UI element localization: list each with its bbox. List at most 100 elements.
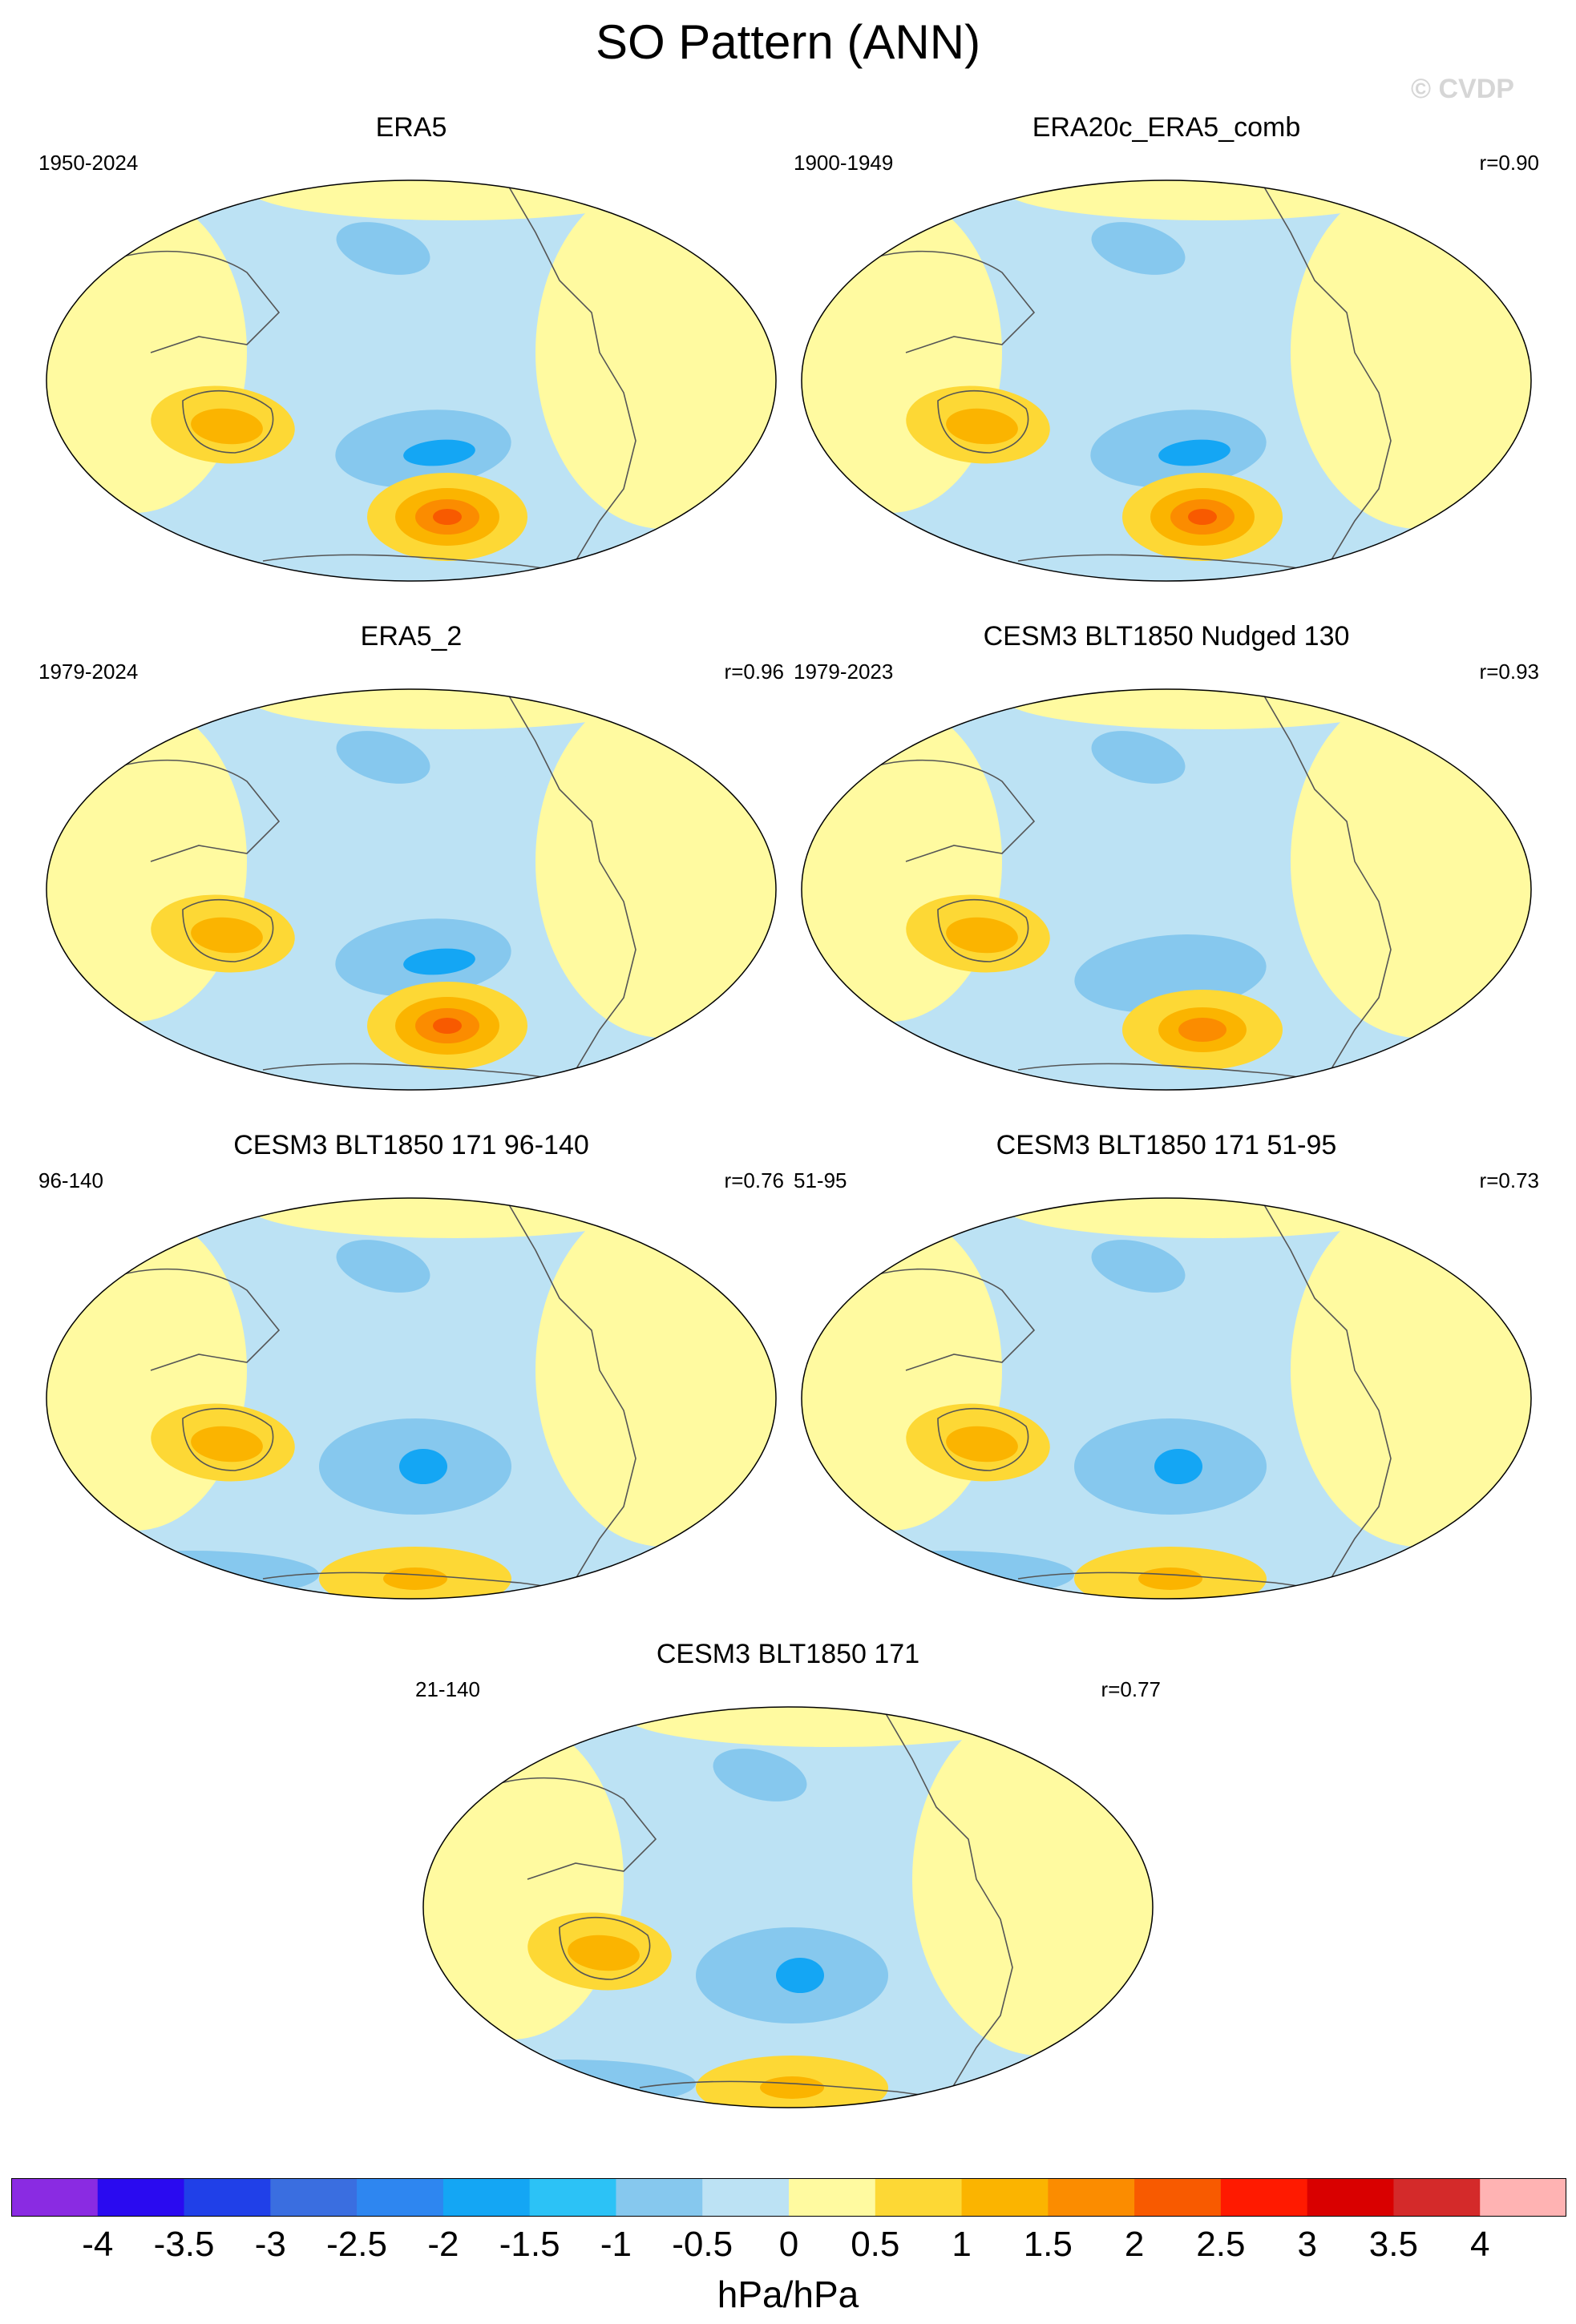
colorbar-segment <box>1393 2178 1481 2217</box>
yellow-atlantic <box>535 1198 776 1547</box>
map-panel: CESM3 BLT1850 171 96-140 96-140 r=0.76 <box>38 1130 784 1611</box>
americas-coastline <box>1262 1201 1392 1596</box>
yellow-australia-core <box>946 1426 1018 1463</box>
globe-outline <box>46 1197 777 1600</box>
yellow-atlantic <box>1291 180 1531 529</box>
watermark: © CVDP <box>1411 74 1514 104</box>
yellow-arctic <box>1002 689 1419 729</box>
colorbar-segment <box>1134 2178 1222 2217</box>
colorbar-segment <box>270 2178 358 2217</box>
map-panel: CESM3 BLT1850 Nudged 130 1979-2023 r=0.93 <box>794 621 1539 1102</box>
panel-years: 1979-2024 <box>38 660 139 684</box>
yellow-arctic <box>247 180 664 220</box>
colorbar-tick-label: -3.5 <box>153 2225 215 2264</box>
globe-outline <box>46 180 777 582</box>
colorbar-segment <box>961 2178 1049 2217</box>
colorbar-segment <box>616 2178 703 2217</box>
australia-coastline <box>937 389 1029 454</box>
map-panel: CESM3 BLT1850 171 21-140 r=0.77 <box>415 1639 1161 2120</box>
panel-title: CESM3 BLT1850 171 51-95 <box>996 1130 1337 1160</box>
colorbar-tick-label: -2 <box>427 2225 459 2264</box>
yellow-arctic <box>247 1198 664 1238</box>
panel-title: CESM3 BLT1850 171 96-140 <box>233 1130 589 1160</box>
blue-north-pacific <box>336 222 430 275</box>
australia-coastline <box>559 1916 651 1980</box>
colorbar-tick-label: 4 <box>1469 2225 1490 2264</box>
colorbar-tick-label: 3 <box>1297 2225 1317 2264</box>
colorbar-tick-label: 2.5 <box>1196 2225 1246 2264</box>
panel-years: 96-140 <box>38 1168 103 1192</box>
panel-title: CESM3 BLT1850 171 <box>656 1639 920 1669</box>
colorbar-tick-label: 3.5 <box>1368 2225 1418 2264</box>
americas-coastline <box>883 1710 1013 2104</box>
panel-correlation: r=0.77 <box>1101 1677 1161 1701</box>
red-south-high <box>1188 509 1217 525</box>
figure-title: SO Pattern (ANN) <box>595 15 981 69</box>
colorbar-tick-label: -4 <box>82 2225 114 2264</box>
colorbar-segment <box>357 2178 444 2217</box>
yellow-arctic <box>1002 1198 1419 1238</box>
colorbar-units: hPa/hPa <box>717 2274 859 2315</box>
colorbar-tick-label: -1.5 <box>499 2225 560 2264</box>
blue-south-pacific-core <box>403 439 475 466</box>
americas-coastline <box>507 692 636 1087</box>
australia-coastline <box>182 1407 274 1471</box>
australia-coastline <box>182 898 274 962</box>
colorbar-segment <box>789 2178 876 2217</box>
panel-title: CESM3 BLT1850 Nudged 130 <box>983 621 1350 652</box>
yellow-arctic <box>624 1707 1041 1747</box>
colorbar-segment <box>1220 2178 1308 2217</box>
globe-outline <box>46 688 777 1091</box>
panel-years: 51-95 <box>794 1168 847 1192</box>
yellow-atlantic <box>912 1707 1153 2056</box>
americas-coastline <box>507 1201 636 1596</box>
colorbar-segment <box>1307 2178 1394 2217</box>
yellow-australia-core <box>191 917 263 954</box>
blue-north-pacific <box>336 1240 430 1293</box>
colorbar-segment <box>442 2178 531 2217</box>
colorbar-segment <box>1480 2178 1566 2217</box>
colorbar-border <box>11 2178 1566 2217</box>
panel-correlation: r=0.73 <box>1479 1168 1539 1192</box>
colorbar-tick-label: -2.5 <box>326 2225 388 2264</box>
map-svg <box>46 1197 777 1600</box>
yellow-australia-core <box>191 408 263 445</box>
yellow-arctic <box>1002 180 1419 220</box>
orange2-south-high <box>1178 1018 1226 1042</box>
orange-south-high <box>760 2076 824 2099</box>
yellow-australia-core <box>946 408 1018 445</box>
panel-years: 1979-2023 <box>794 660 894 684</box>
blue-south-pacific-core <box>399 1449 447 1484</box>
map-panel: ERA20c_ERA5_comb 1900-1949 r=0.90 <box>794 112 1539 593</box>
australia-coastline <box>937 898 1029 962</box>
colorbar-graphic <box>11 2178 1566 2217</box>
yellow-australia-core <box>568 1935 640 1971</box>
colorbar-tick-label: -1 <box>600 2225 632 2264</box>
colorbar-segment <box>184 2178 271 2217</box>
colorbar-tick-label: 0.5 <box>851 2225 900 2264</box>
yellow-australia-core <box>946 917 1018 954</box>
yellow-australia-core <box>191 1426 263 1463</box>
map-svg <box>422 1706 1154 2108</box>
colorbar-segment <box>702 2178 790 2217</box>
americas-coastline <box>1262 692 1392 1087</box>
colorbar-tick-label: 0 <box>778 2225 799 2264</box>
panel-years: 1900-1949 <box>794 151 894 175</box>
map-svg <box>801 688 1532 1091</box>
colorbar-segment <box>1048 2178 1135 2217</box>
yellow-arctic <box>247 689 664 729</box>
colorbar-tick-label: -0.5 <box>672 2225 733 2264</box>
red-south-high <box>433 509 462 525</box>
yellow-atlantic <box>535 689 776 1038</box>
yellow-atlantic <box>1291 1198 1531 1547</box>
blue-north-pacific <box>1091 731 1186 784</box>
colorbar-segment <box>875 2178 963 2217</box>
blue-south-pacific-core <box>403 948 475 975</box>
map-svg <box>46 180 777 582</box>
colorbar-segment <box>529 2178 616 2217</box>
australia-coastline <box>182 389 274 454</box>
map-svg <box>801 180 1532 582</box>
australia-coastline <box>937 1407 1029 1471</box>
colorbar-segment <box>11 2178 99 2217</box>
panel-correlation: r=0.93 <box>1479 660 1539 684</box>
